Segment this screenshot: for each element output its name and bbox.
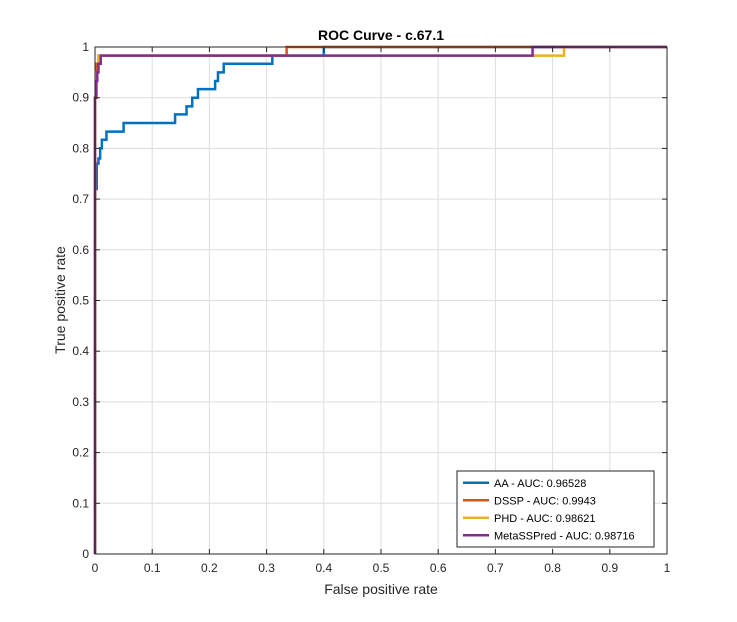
x-tick-label: 0.7 xyxy=(487,561,504,575)
y-tick-label: 0.9 xyxy=(72,91,89,105)
y-tick-label: 0.4 xyxy=(72,344,89,358)
y-tick-label: 0.1 xyxy=(72,496,89,510)
y-axis-label: True positive rate xyxy=(52,246,68,354)
chart-title: ROC Curve - c.67.1 xyxy=(318,27,444,43)
series-line-1 xyxy=(93,45,667,554)
x-axis-label: False positive rate xyxy=(324,581,438,597)
x-tick-label: 0.1 xyxy=(144,561,161,575)
x-tick-label: 0.4 xyxy=(315,561,332,575)
legend-label: DSSP - AUC: 0.9943 xyxy=(494,495,596,507)
y-tick-label: 0.3 xyxy=(72,395,89,409)
x-tick-label: 0.2 xyxy=(201,561,218,575)
y-tick-label: 0.8 xyxy=(72,141,89,155)
x-tick-label: 0.6 xyxy=(430,561,447,575)
x-tick-label: 0.9 xyxy=(601,561,618,575)
y-tick-label: 0.5 xyxy=(72,294,89,308)
x-tick-label: 1 xyxy=(664,561,671,575)
y-tick-label: 1 xyxy=(82,40,89,54)
legend-box xyxy=(456,470,655,548)
x-tick-label: 0 xyxy=(92,561,99,575)
legend-label: AA - AUC: 0.96528 xyxy=(494,478,586,490)
y-tick-label: 0.2 xyxy=(72,446,89,460)
axis-ticks: 0 0.1 0.2 0.3 0.4 0.5 0.6 0.7 0.8 0.9 1 0 0.1 0.2 0.3 0… xyxy=(72,40,670,575)
legend: AA - AUC: 0.96528 DSSP - AUC: 0.9943 PHD -… xyxy=(456,470,655,548)
y-tick-label: 0.6 xyxy=(72,243,89,257)
y-tick-label: 0.7 xyxy=(72,192,89,206)
legend-label: PHD - AUC: 0.98621 xyxy=(494,513,596,525)
y-tick-label: 0 xyxy=(82,547,89,561)
x-tick-label: 0.5 xyxy=(373,561,390,575)
legend-label: MetaSSPred - AUC: 0.98716 xyxy=(494,530,635,542)
x-tick-label: 0.8 xyxy=(544,561,561,575)
x-tick-label: 0.3 xyxy=(258,561,275,575)
